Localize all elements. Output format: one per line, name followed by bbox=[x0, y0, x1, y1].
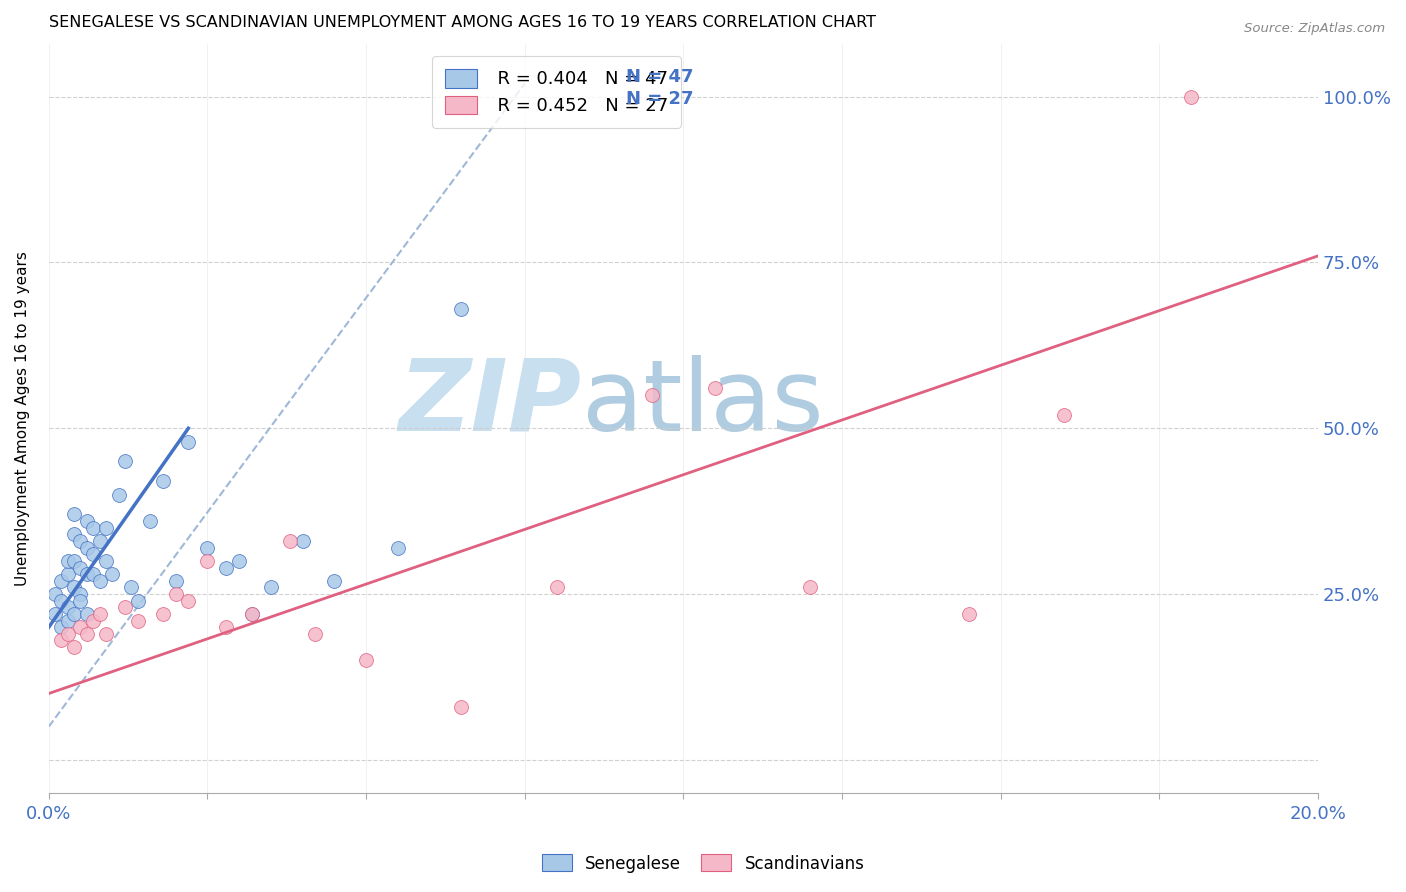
Point bbox=[69, 560, 91, 574]
Point bbox=[291, 534, 314, 549]
Text: Source: ZipAtlas.com: Source: ZipAtlas.com bbox=[1244, 22, 1385, 36]
Point bbox=[215, 560, 238, 574]
Point bbox=[228, 554, 250, 568]
Point bbox=[63, 527, 86, 541]
Point bbox=[177, 593, 200, 607]
Point bbox=[51, 620, 73, 634]
Point bbox=[56, 600, 79, 615]
Point bbox=[82, 521, 104, 535]
Point bbox=[127, 593, 149, 607]
Point bbox=[82, 547, 104, 561]
Point bbox=[69, 620, 91, 634]
Point bbox=[304, 627, 326, 641]
Point bbox=[69, 593, 91, 607]
Point bbox=[957, 607, 980, 621]
Point bbox=[69, 587, 91, 601]
Point bbox=[107, 487, 129, 501]
Point bbox=[44, 587, 66, 601]
Point bbox=[450, 301, 472, 316]
Point bbox=[387, 541, 409, 555]
Point bbox=[704, 382, 727, 396]
Point bbox=[215, 620, 238, 634]
Point bbox=[76, 567, 98, 582]
Point bbox=[82, 567, 104, 582]
Text: atlas: atlas bbox=[582, 355, 824, 452]
Point bbox=[114, 600, 136, 615]
Point bbox=[94, 627, 117, 641]
Point bbox=[152, 607, 174, 621]
Point bbox=[165, 587, 187, 601]
Point bbox=[799, 581, 821, 595]
Point bbox=[354, 653, 377, 667]
Point bbox=[177, 434, 200, 449]
Point bbox=[94, 554, 117, 568]
Point bbox=[450, 699, 472, 714]
Point bbox=[165, 574, 187, 588]
Text: N = 47: N = 47 bbox=[626, 68, 693, 86]
Point bbox=[51, 633, 73, 648]
Point bbox=[278, 534, 301, 549]
Point bbox=[82, 614, 104, 628]
Point bbox=[56, 554, 79, 568]
Point bbox=[546, 581, 568, 595]
Text: ZIP: ZIP bbox=[399, 355, 582, 452]
Point bbox=[56, 627, 79, 641]
Point bbox=[240, 607, 263, 621]
Point bbox=[51, 574, 73, 588]
Point bbox=[120, 581, 142, 595]
Text: N = 27: N = 27 bbox=[626, 90, 693, 108]
Point bbox=[76, 514, 98, 528]
Point bbox=[127, 614, 149, 628]
Point bbox=[69, 534, 91, 549]
Point bbox=[323, 574, 346, 588]
Point bbox=[76, 541, 98, 555]
Point bbox=[63, 640, 86, 654]
Point bbox=[63, 607, 86, 621]
Point bbox=[56, 567, 79, 582]
Point bbox=[89, 574, 111, 588]
Point bbox=[641, 388, 664, 402]
Point bbox=[63, 508, 86, 522]
Legend:   R = 0.404   N = 47,   R = 0.452   N = 27: R = 0.404 N = 47, R = 0.452 N = 27 bbox=[432, 56, 681, 128]
Point bbox=[63, 581, 86, 595]
Point bbox=[89, 607, 111, 621]
Y-axis label: Unemployment Among Ages 16 to 19 years: Unemployment Among Ages 16 to 19 years bbox=[15, 251, 30, 586]
Point bbox=[114, 454, 136, 468]
Point bbox=[94, 521, 117, 535]
Text: SENEGALESE VS SCANDINAVIAN UNEMPLOYMENT AMONG AGES 16 TO 19 YEARS CORRELATION CH: SENEGALESE VS SCANDINAVIAN UNEMPLOYMENT … bbox=[49, 15, 876, 30]
Point bbox=[63, 554, 86, 568]
Point bbox=[101, 567, 124, 582]
Point bbox=[197, 541, 219, 555]
Point bbox=[1180, 89, 1202, 103]
Point bbox=[1053, 408, 1076, 422]
Point bbox=[152, 475, 174, 489]
Point bbox=[197, 554, 219, 568]
Point bbox=[89, 534, 111, 549]
Point bbox=[76, 627, 98, 641]
Point bbox=[139, 514, 162, 528]
Point bbox=[76, 607, 98, 621]
Point bbox=[56, 614, 79, 628]
Point bbox=[44, 607, 66, 621]
Point bbox=[240, 607, 263, 621]
Point bbox=[260, 581, 283, 595]
Point bbox=[51, 593, 73, 607]
Legend: Senegalese, Scandinavians: Senegalese, Scandinavians bbox=[536, 847, 870, 880]
